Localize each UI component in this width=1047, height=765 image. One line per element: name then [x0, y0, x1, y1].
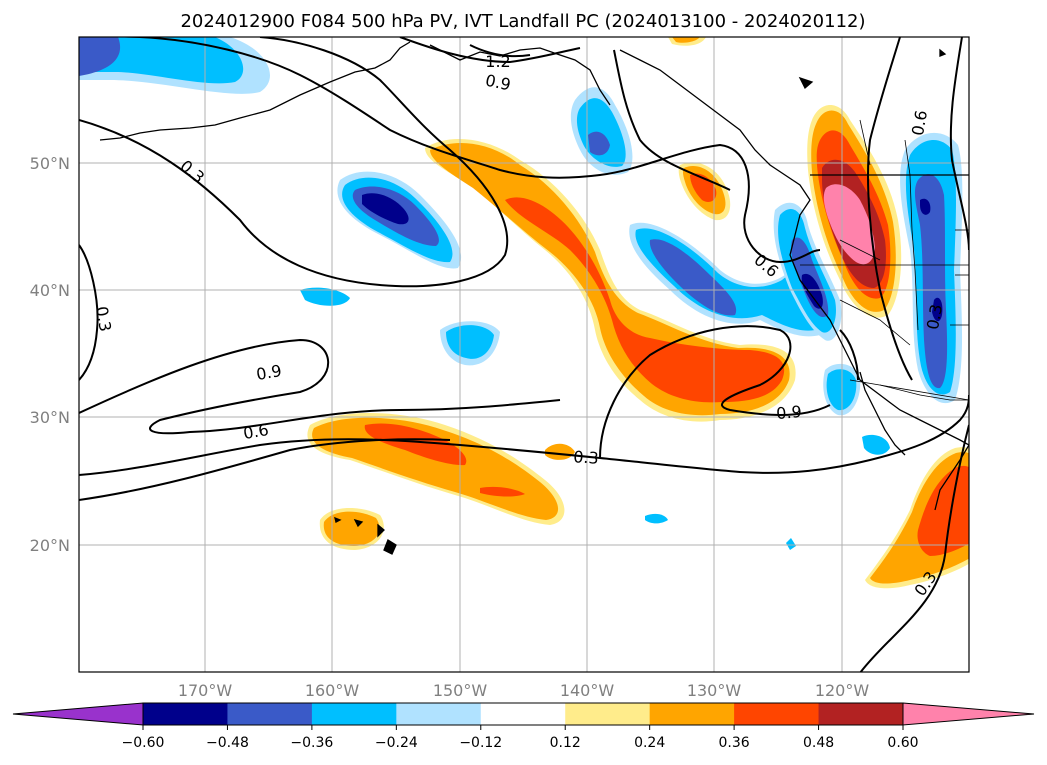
- neg-anomaly-small-1: [300, 287, 350, 306]
- colorbar-tick-label: −0.12: [459, 735, 502, 751]
- colorbar-extend-high: [902, 702, 1035, 726]
- lat-label: 30°N: [30, 408, 70, 427]
- colorbar-cell: [396, 703, 482, 725]
- colorbar-tick-label: −0.48: [206, 735, 249, 751]
- colorbar-cell: [565, 703, 651, 725]
- colorbar-cell: [649, 703, 735, 725]
- lat-axis: 50°N 40°N 30°N 20°N: [30, 154, 70, 555]
- shading-layer: [79, 37, 969, 589]
- colorbar-cells: [142, 702, 904, 726]
- lat-label: 20°N: [30, 536, 70, 555]
- map-panel: 1.2 0.9 0.3 0.6 0.3 0.9 0.6 0.3 0.9 0.3 …: [78, 36, 970, 673]
- colorbar-tick-label: 0.60: [887, 735, 918, 751]
- lon-label: 130°W: [687, 681, 742, 700]
- colorbar-ticks: −0.60 −0.48 −0.36 −0.24 −0.12 0.12 0.24 0.36 0.4…: [122, 725, 919, 751]
- colorbar-cell: [227, 703, 313, 725]
- neg-anomaly-baja: [862, 434, 890, 455]
- map-title: 2024012900 F084 500 hPa PV, IVT Landfall…: [180, 11, 865, 32]
- coastlines: [99, 41, 969, 555]
- lon-label: 150°W: [433, 681, 488, 700]
- colorbar-extend-low: [12, 702, 144, 726]
- colorbar-cell: [480, 703, 566, 725]
- contour-label: 0.3: [573, 447, 600, 468]
- lat-label: 40°N: [30, 281, 70, 300]
- contour-lines: [79, 37, 969, 672]
- lon-label: 120°W: [815, 681, 870, 700]
- contour-label: 0.9: [484, 71, 513, 95]
- contour-label: 1.2: [485, 52, 510, 71]
- lon-label: 140°W: [560, 681, 615, 700]
- contour-label: 0.9: [255, 361, 283, 384]
- colorbar-cell: [311, 703, 397, 725]
- colorbar-tick-label: 0.48: [803, 735, 834, 751]
- lon-label: 160°W: [305, 681, 360, 700]
- colorbar-tick-label: −0.36: [290, 735, 333, 751]
- colorbar-cell: [143, 703, 228, 725]
- colorbar: −0.60 −0.48 −0.36 −0.24 −0.12 0.12 0.24 0.36 0.4…: [12, 702, 1035, 751]
- contour-label: 0.3: [92, 305, 115, 333]
- colorbar-tick-label: 0.12: [550, 735, 581, 751]
- lon-label: 170°W: [178, 681, 233, 700]
- contour-label: 0.3: [923, 303, 946, 331]
- colorbar-cell: [818, 703, 904, 725]
- map-frame: [78, 36, 970, 673]
- contour-label-group: 1.2 0.9 0.3 0.6 0.3 0.9 0.6 0.3 0.9 0.3 …: [92, 52, 946, 600]
- colorbar-tick-label: −0.24: [375, 735, 418, 751]
- colorbar-tick-label: −0.60: [122, 735, 165, 751]
- colorbar-tick-label: 0.36: [719, 735, 750, 751]
- contour-label: 0.9: [775, 402, 802, 423]
- colorbar-cell: [734, 703, 820, 725]
- lat-label: 50°N: [30, 154, 70, 173]
- contour-label: 0.6: [908, 109, 931, 137]
- gridlines: [79, 37, 969, 672]
- colorbar-tick-label: 0.24: [634, 735, 665, 751]
- contour-label: 0.6: [242, 420, 270, 443]
- lon-axis: 170°W 160°W 150°W 140°W 130°W 120°W: [178, 681, 870, 700]
